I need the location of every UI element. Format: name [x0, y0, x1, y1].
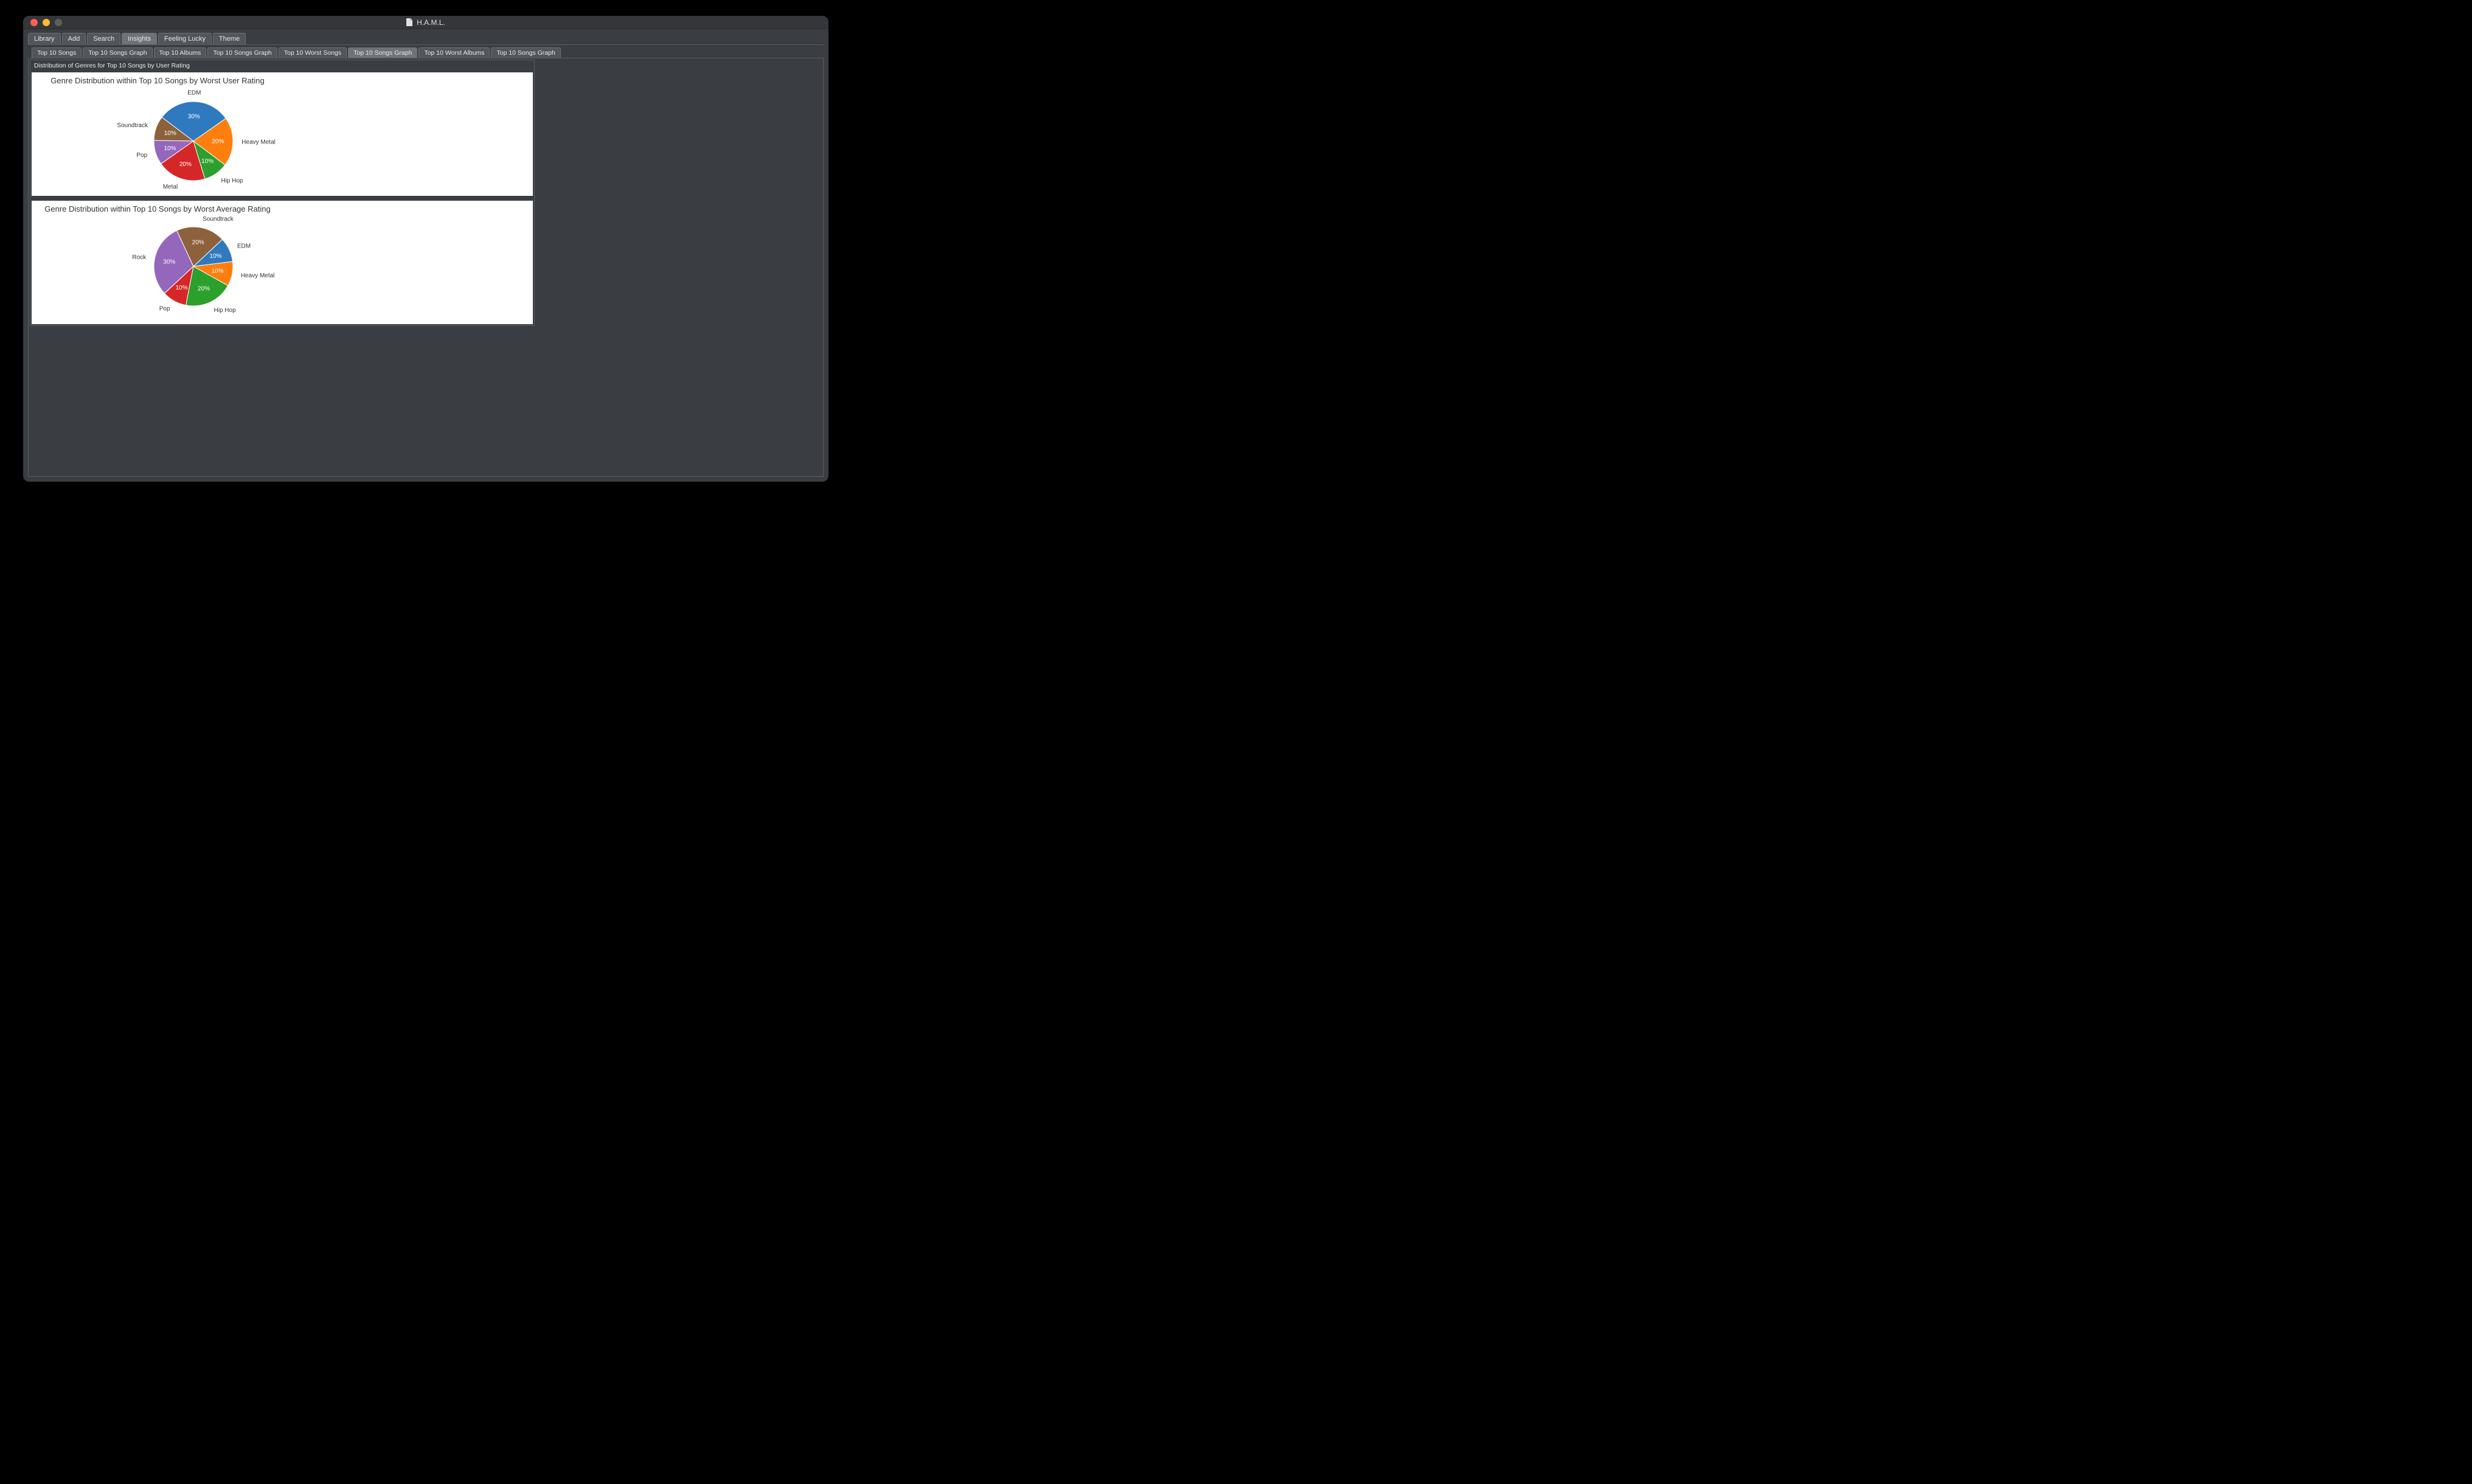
sub-tabs: Top 10 SongsTop 10 Songs GraphTop 10 Alb… [28, 44, 824, 58]
svg-text:30%: 30% [188, 114, 200, 120]
svg-text:EDM: EDM [187, 90, 201, 97]
subtab-1[interactable]: Top 10 Songs Graph [83, 47, 152, 58]
main-tabs: LibraryAddSearchInsightsFeeling LuckyThe… [23, 29, 828, 44]
subtab-2[interactable]: Top 10 Albums [154, 47, 207, 58]
tab-add[interactable]: Add [62, 33, 86, 44]
svg-text:Heavy Metal: Heavy Metal [241, 139, 276, 145]
tab-theme[interactable]: Theme [213, 33, 246, 44]
document-icon [406, 18, 413, 26]
svg-text:20%: 20% [198, 286, 210, 293]
subtab-6[interactable]: Top 10 Worst Albums [418, 47, 490, 58]
content-frame: Distribution of Genres for Top 10 Songs … [28, 58, 824, 477]
window-title-text: H.A.M.L. [417, 18, 445, 27]
subtab-4[interactable]: Top 10 Worst Songs [279, 47, 347, 58]
svg-text:Heavy Metal: Heavy Metal [241, 272, 275, 279]
svg-text:10%: 10% [201, 158, 214, 165]
tab-feeling-lucky[interactable]: Feeling Lucky [158, 33, 212, 44]
svg-text:Metal: Metal [163, 184, 178, 190]
svg-text:Hip Hop: Hip Hop [221, 178, 243, 184]
panel-title: Distribution of Genres for Top 10 Songs … [30, 60, 534, 71]
chart2-container: Genre Distribution within Top 10 Songs b… [32, 201, 533, 324]
chart1-container: Genre Distribution within Top 10 Songs b… [32, 72, 533, 196]
svg-text:20%: 20% [179, 161, 192, 168]
svg-text:20%: 20% [192, 239, 204, 246]
svg-text:10%: 10% [212, 268, 224, 275]
pie-chart-average-rating: Genre Distribution within Top 10 Songs b… [32, 201, 283, 324]
svg-text:Hip Hop: Hip Hop [214, 307, 237, 314]
svg-text:10%: 10% [164, 130, 176, 137]
subtab-3[interactable]: Top 10 Songs Graph [207, 47, 277, 58]
svg-text:20%: 20% [212, 139, 224, 145]
titlebar: H.A.M.L. [23, 16, 828, 29]
tab-insights[interactable]: Insights [122, 33, 157, 44]
tab-library[interactable]: Library [28, 33, 61, 44]
subtab-5[interactable]: Top 10 Songs Graph [348, 47, 417, 58]
svg-text:EDM: EDM [237, 243, 251, 249]
svg-text:30%: 30% [163, 258, 175, 265]
svg-text:Soundtrack: Soundtrack [117, 122, 148, 129]
chart-panel: Distribution of Genres for Top 10 Songs … [30, 60, 535, 326]
svg-text:Pop: Pop [136, 152, 147, 159]
svg-text:10%: 10% [175, 285, 187, 291]
svg-text:10%: 10% [164, 145, 176, 152]
svg-text:Rock: Rock [132, 254, 147, 261]
svg-text:Genre Distribution within Top: Genre Distribution within Top 10 Songs b… [44, 204, 270, 213]
window-title: H.A.M.L. [23, 18, 828, 27]
svg-text:Soundtrack: Soundtrack [203, 216, 234, 223]
pie-chart-user-rating: Genre Distribution within Top 10 Songs b… [32, 72, 283, 196]
svg-text:10%: 10% [210, 253, 222, 260]
svg-text:Genre Distribution within Top: Genre Distribution within Top 10 Songs b… [50, 76, 264, 85]
subtab-0[interactable]: Top 10 Songs [32, 47, 82, 58]
tab-search[interactable]: Search [87, 33, 120, 44]
app-window: H.A.M.L. LibraryAddSearchInsightsFeeling… [23, 16, 828, 482]
svg-text:Pop: Pop [159, 305, 170, 312]
subtab-7[interactable]: Top 10 Songs Graph [491, 47, 560, 58]
